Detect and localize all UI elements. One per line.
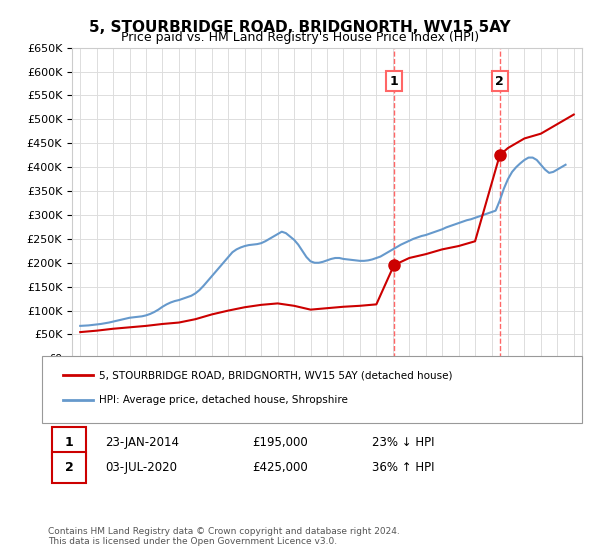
Text: 03-JUL-2020: 03-JUL-2020 [105,461,177,474]
Text: 1: 1 [65,436,73,449]
Text: Contains HM Land Registry data © Crown copyright and database right 2024.
This d: Contains HM Land Registry data © Crown c… [48,526,400,546]
Text: 2: 2 [496,74,504,87]
Text: 2: 2 [65,461,73,474]
Text: £195,000: £195,000 [252,436,308,449]
Text: HPI: Average price, detached house, Shropshire: HPI: Average price, detached house, Shro… [99,395,348,405]
Text: 23% ↓ HPI: 23% ↓ HPI [372,436,434,449]
Text: 23-JAN-2014: 23-JAN-2014 [105,436,179,449]
Text: 1: 1 [389,74,398,87]
Text: 5, STOURBRIDGE ROAD, BRIDGNORTH, WV15 5AY (detached house): 5, STOURBRIDGE ROAD, BRIDGNORTH, WV15 5A… [99,370,452,380]
Text: £425,000: £425,000 [252,461,308,474]
Text: Price paid vs. HM Land Registry's House Price Index (HPI): Price paid vs. HM Land Registry's House … [121,31,479,44]
Text: 5, STOURBRIDGE ROAD, BRIDGNORTH, WV15 5AY: 5, STOURBRIDGE ROAD, BRIDGNORTH, WV15 5A… [89,20,511,35]
Text: 36% ↑ HPI: 36% ↑ HPI [372,461,434,474]
